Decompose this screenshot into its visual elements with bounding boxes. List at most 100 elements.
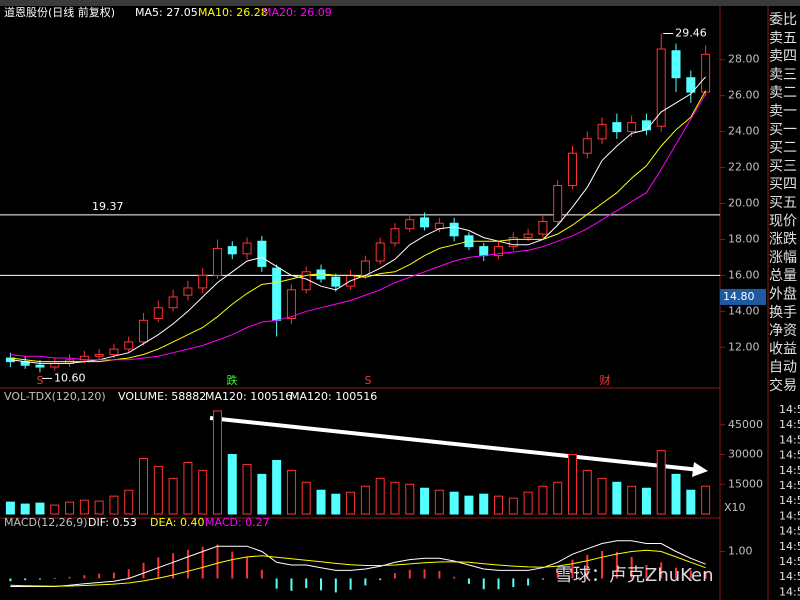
time-label: 14:56 (779, 570, 800, 583)
quote-label: 买一 (769, 122, 797, 138)
time-label: 14:56 (779, 494, 800, 507)
volume-bar (420, 487, 430, 515)
candle-body (449, 222, 459, 237)
quote-label: 涨跌 (769, 232, 797, 248)
quote-label: 卖四 (769, 49, 797, 65)
candle-body (227, 246, 237, 255)
candle-body (479, 246, 489, 257)
dea-line (10, 549, 706, 587)
quote-label: 卖三 (769, 67, 797, 83)
volume-bar (35, 502, 45, 515)
y-tick-label: 26.00 (728, 89, 760, 102)
time-label: 14:56 (779, 509, 800, 522)
watermark: 雪球：卢克ZhuKen (555, 565, 714, 586)
candle-body (405, 219, 415, 230)
candle-body (494, 246, 504, 257)
volume-bar (360, 485, 370, 515)
dif-line (10, 540, 706, 587)
candle-body (168, 296, 178, 309)
volume-bar (227, 454, 237, 515)
time-label: 14:56 (779, 585, 800, 598)
volume-bar (434, 489, 444, 515)
candle-body (641, 120, 651, 131)
volume-bar (538, 485, 548, 515)
candle-body (582, 138, 592, 154)
quote-label: 涨幅 (769, 250, 797, 266)
legend-label: VOLUME: 58882 (118, 390, 206, 403)
candle-body (597, 123, 607, 140)
volume-bar (20, 503, 30, 515)
volume-bar (508, 497, 518, 515)
time-label: 14:56 (779, 433, 800, 446)
candle-body (257, 240, 267, 267)
quote-label: 卖五 (769, 30, 797, 46)
volume-bar (597, 477, 607, 515)
price-tag-label: 14.80 (723, 290, 755, 303)
volume-bar (183, 461, 193, 515)
volume-bar (641, 487, 651, 515)
trend-arrow (209, 416, 701, 472)
y-tick-label: 45000 (728, 418, 763, 431)
quote-label: 买五 (769, 195, 797, 211)
candle-body (242, 242, 252, 255)
volume-bar (686, 489, 696, 515)
trend-arrow-head (692, 462, 708, 477)
candle-body (286, 289, 296, 320)
candle-body (360, 260, 370, 276)
candle-body (567, 152, 577, 187)
ma-line (10, 93, 707, 361)
candle-body (553, 185, 563, 222)
legend-label: MA5: 27.05 (135, 6, 198, 19)
menu-bar (0, 0, 800, 6)
ma-line (10, 76, 706, 364)
y-tick-label: 18.00 (728, 232, 760, 245)
time-label: 14:56 (779, 555, 800, 568)
quote-label: 卖二 (769, 85, 797, 101)
candle-body (538, 220, 548, 235)
volume-bar (301, 481, 311, 515)
legend-label: MACD(12,26,9) (4, 516, 88, 529)
ma-line (10, 90, 707, 363)
quote-label: 收益 (769, 341, 797, 357)
volume-bar (523, 491, 533, 515)
y-tick-label: 24.00 (728, 125, 760, 138)
quote-label: 卖一 (769, 104, 797, 120)
y-tick-label: 12.00 (728, 340, 760, 353)
volume-bar (494, 495, 504, 515)
candle-body (508, 237, 518, 248)
time-label: 14:56 (779, 479, 800, 492)
volume-bar (375, 477, 385, 515)
signal-marker: 跌 (227, 373, 238, 387)
volume-bar (612, 481, 622, 515)
candle-body (198, 274, 208, 289)
volume-bar (479, 493, 489, 515)
quote-label: 买三 (769, 158, 797, 174)
annotation: 10.60 (54, 371, 86, 384)
candle-body (212, 247, 222, 276)
legend-label: MA120: 100516 (205, 390, 292, 403)
quote-label: 交易 (769, 377, 797, 394)
annotation: 29.46 (675, 27, 707, 40)
candle-body (390, 228, 400, 244)
horizontal-line-label: 19.37 (92, 200, 124, 213)
candle-body (434, 222, 444, 230)
y-tick-label: 15000 (728, 477, 763, 490)
candle-body (523, 233, 533, 239)
candle-body (316, 269, 326, 280)
y-tick-label: 20.00 (728, 197, 760, 210)
candle-body (183, 287, 193, 296)
volume-bar (124, 489, 134, 515)
candle-body (153, 307, 163, 320)
volume-bar (79, 499, 89, 515)
candle-body (627, 122, 637, 133)
volume-bar (449, 491, 459, 515)
candle-body (35, 364, 45, 368)
scale-label: X10 (724, 501, 746, 514)
volume-bar (286, 469, 296, 515)
volume-bar (390, 481, 400, 515)
volume-bar (701, 485, 711, 515)
y-tick-label: 1.00 (728, 545, 753, 558)
quote-label: 换手 (769, 304, 797, 321)
